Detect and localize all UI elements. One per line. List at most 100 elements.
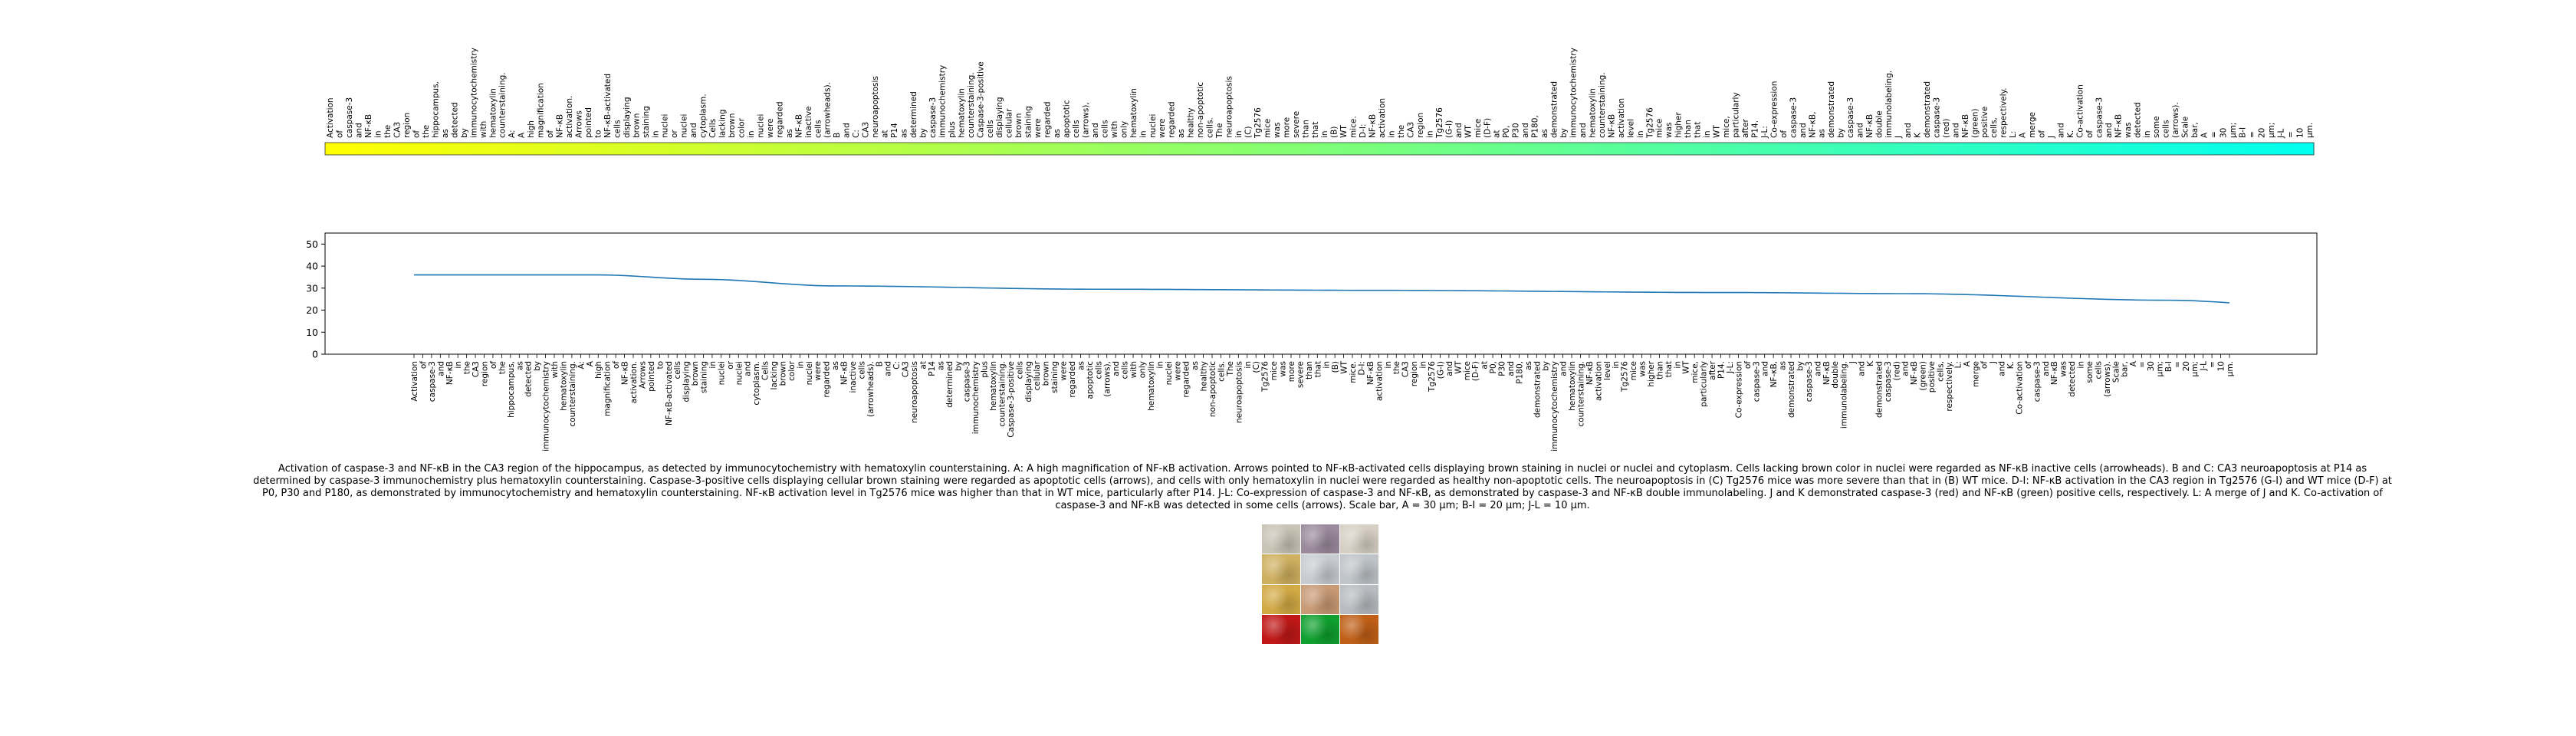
top-token-label: cytoplasm. <box>699 94 708 138</box>
x-tick-label: caspase-3 <box>2032 361 2042 402</box>
x-tick-label: region <box>1410 361 1419 386</box>
top-token-label: (D-F) <box>1483 118 1492 138</box>
colorbar-cell <box>353 143 364 155</box>
top-token-label: Cells <box>708 119 718 138</box>
x-tick-label: the <box>463 361 472 374</box>
top-token-label: mice, <box>1722 116 1731 138</box>
colorbar-cell <box>1711 143 1722 155</box>
top-token-label: determined <box>909 91 918 138</box>
thumbnail-panel <box>1301 614 1339 644</box>
colorbar-cell <box>468 143 479 155</box>
colorbar-cell <box>1309 143 1320 155</box>
top-token-labels: Activation of caspase-3 and NF-κB in the CA3 reg… <box>326 48 2315 139</box>
top-token-label: staining <box>642 106 651 138</box>
top-token-label: and <box>1904 123 1913 138</box>
x-tick-label: hematoxylin <box>1568 361 1577 411</box>
colorbar-cell <box>2199 143 2210 155</box>
top-token-label: demonstrated <box>1827 81 1836 138</box>
x-tick-label: caspase-3 <box>963 361 972 402</box>
colorbar-cell <box>2113 143 2124 155</box>
colorbar-cell <box>1319 143 1330 155</box>
x-tick-label: cells <box>1121 361 1130 380</box>
x-tick-label: in <box>2077 361 2086 369</box>
top-token-label: neuroapoptosis <box>1225 76 1234 138</box>
top-token-label: cells <box>2162 120 2171 138</box>
top-token-label: as <box>785 129 794 138</box>
colorbar-cell <box>1156 143 1168 155</box>
x-tick-label: μm; <box>2190 361 2200 376</box>
top-token-label: Tg2576 <box>1645 107 1654 139</box>
x-tick-label: were <box>813 361 823 381</box>
x-tick-label: = <box>2208 361 2217 368</box>
colorbar-cell <box>363 143 373 155</box>
x-tick-label: hematoxylin <box>989 361 998 411</box>
x-tick-label: inactive <box>849 361 858 393</box>
x-tick-label: mice <box>1463 361 1472 380</box>
colorbar-cell <box>1902 143 1913 155</box>
colorbar-cell <box>488 143 498 155</box>
top-token-label: as <box>441 129 450 138</box>
x-tick-label: NF-κB, <box>1769 361 1779 387</box>
x-tick-label: activation <box>1375 361 1384 401</box>
x-tick-label: counterstaining. <box>997 361 1007 427</box>
top-token-label: Scale <box>2181 117 2190 138</box>
x-tick-label: hematoxylin <box>559 361 568 411</box>
top-token-label: P14. <box>1750 120 1760 138</box>
top-token-label: caspase-3 <box>1932 97 1941 138</box>
top-token-label: inactive <box>804 107 813 139</box>
colorbar-cell <box>1644 143 1655 155</box>
x-tick-label: WT <box>1454 360 1463 373</box>
colorbar-cell <box>2150 143 2162 155</box>
top-token-label: (green) <box>1970 108 1980 138</box>
top-token-label: K <box>1913 132 1922 138</box>
x-tick-label: and <box>1445 361 1454 376</box>
x-tick-label: and <box>884 361 893 376</box>
top-token-label: μm; <box>2229 123 2238 138</box>
thumbnail-panel <box>1340 584 1378 614</box>
x-tick-label: NF-κB <box>445 361 455 385</box>
x-tick-label: L: <box>1953 361 1963 368</box>
colorbar-cell <box>755 143 766 155</box>
x-tick-label: D-I: <box>1357 361 1366 376</box>
x-tick-label: in <box>1612 361 1621 369</box>
colorbar-cell <box>984 143 995 155</box>
x-tick-label: displaying <box>682 361 692 402</box>
top-token-label: Co-activation <box>2075 84 2085 138</box>
x-tick-label: in <box>1244 361 1253 369</box>
top-token-label: (B) <box>1330 127 1339 138</box>
x-tick-label: J <box>1848 361 1858 364</box>
top-token-label: NF-κB <box>1865 114 1875 138</box>
x-tick-label: merge <box>1971 361 1980 387</box>
colorbar-cell <box>1596 143 1607 155</box>
top-token-label: bar, <box>2190 122 2200 138</box>
top-token-label: caspase-3 <box>2095 97 2104 138</box>
colorbar-cell <box>1740 143 1750 155</box>
x-tick-label: K. <box>2006 361 2016 369</box>
thumbnail-panel <box>1301 584 1339 614</box>
top-token-label: the <box>1397 125 1406 138</box>
x-tick-label: B <box>875 361 884 366</box>
x-tick-label: P30 <box>1498 361 1507 376</box>
top-token-label: A <box>2019 132 2028 138</box>
x-tick-label: magnification <box>603 361 613 416</box>
x-tick-label: by <box>954 361 963 371</box>
colorbar-cell <box>593 143 603 155</box>
thumbnail-panel <box>1340 614 1378 644</box>
top-token-label: mice <box>1655 119 1664 138</box>
colorbar-cell <box>1769 143 1779 155</box>
top-token-label: cells <box>1100 120 1109 138</box>
top-token-label: A: <box>508 130 517 138</box>
top-token-label: of <box>1779 130 1789 138</box>
top-token-label: mice <box>1474 119 1483 138</box>
colorbar-cell <box>1950 143 1961 155</box>
top-token-label: and <box>2057 123 2066 138</box>
x-tick-label: as <box>1076 361 1086 370</box>
colorbar-cell <box>2084 143 2095 155</box>
top-token-label: μm; <box>2267 123 2276 138</box>
colorbar-cell <box>1491 143 1502 155</box>
x-tick-label: = <box>2173 361 2182 368</box>
x-tick-label: regarded <box>1182 361 1191 398</box>
colorbar-cell <box>602 143 613 155</box>
colorbar-cell <box>918 143 928 155</box>
x-tick-label: demonstrated <box>1787 361 1796 418</box>
